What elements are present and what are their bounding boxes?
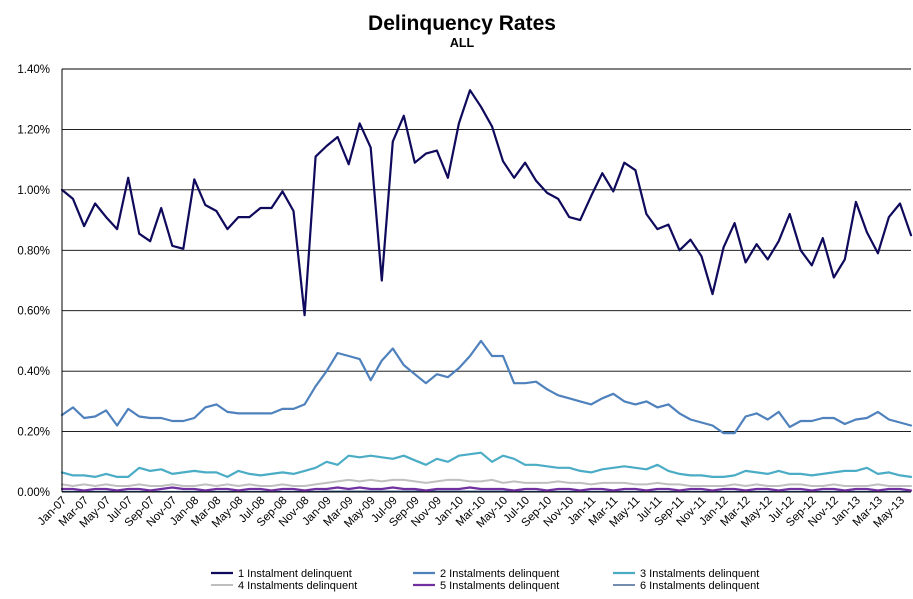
series-line-5 (60, 486, 913, 492)
legend-label: 6 Instalments delinquent (640, 580, 759, 592)
axes: 0.00% 0.20% 0.40% 0.60% 0.80% 1.00% 1.20% 1.40%… (17, 64, 911, 530)
legend-label: 5 Instalments delinquent (440, 580, 559, 592)
y-tick-label: 1.00% (17, 185, 50, 197)
legend-label: 4 Instalments delinquent (238, 580, 357, 592)
series-lines (60, 89, 913, 492)
series-line-4 (61, 478, 912, 487)
y-tick-label: 0.00% (17, 487, 50, 499)
y-tick-label: 1.20% (17, 124, 50, 136)
grid-lines (62, 68, 911, 433)
y-tick-label: 0.40% (17, 366, 50, 378)
series-line-2 (60, 339, 913, 435)
series-line-1 (60, 89, 913, 317)
legend: 1 Instalment delinquent 2 Instalments del… (211, 568, 759, 592)
chart-title: Delinquency Rates (368, 12, 556, 35)
legend-label: 2 Instalments delinquent (440, 568, 559, 580)
y-tick-label: 1.40% (17, 64, 50, 76)
series-line-3 (60, 451, 913, 478)
y-tick-label: 0.60% (17, 306, 50, 318)
legend-label: 3 Instalments delinquent (640, 568, 759, 580)
y-tick-label: 0.80% (17, 245, 50, 257)
legend-label: 1 Instalment delinquent (238, 568, 352, 580)
y-tick-label: 0.20% (17, 427, 50, 439)
chart-subtitle: ALL (450, 36, 475, 50)
